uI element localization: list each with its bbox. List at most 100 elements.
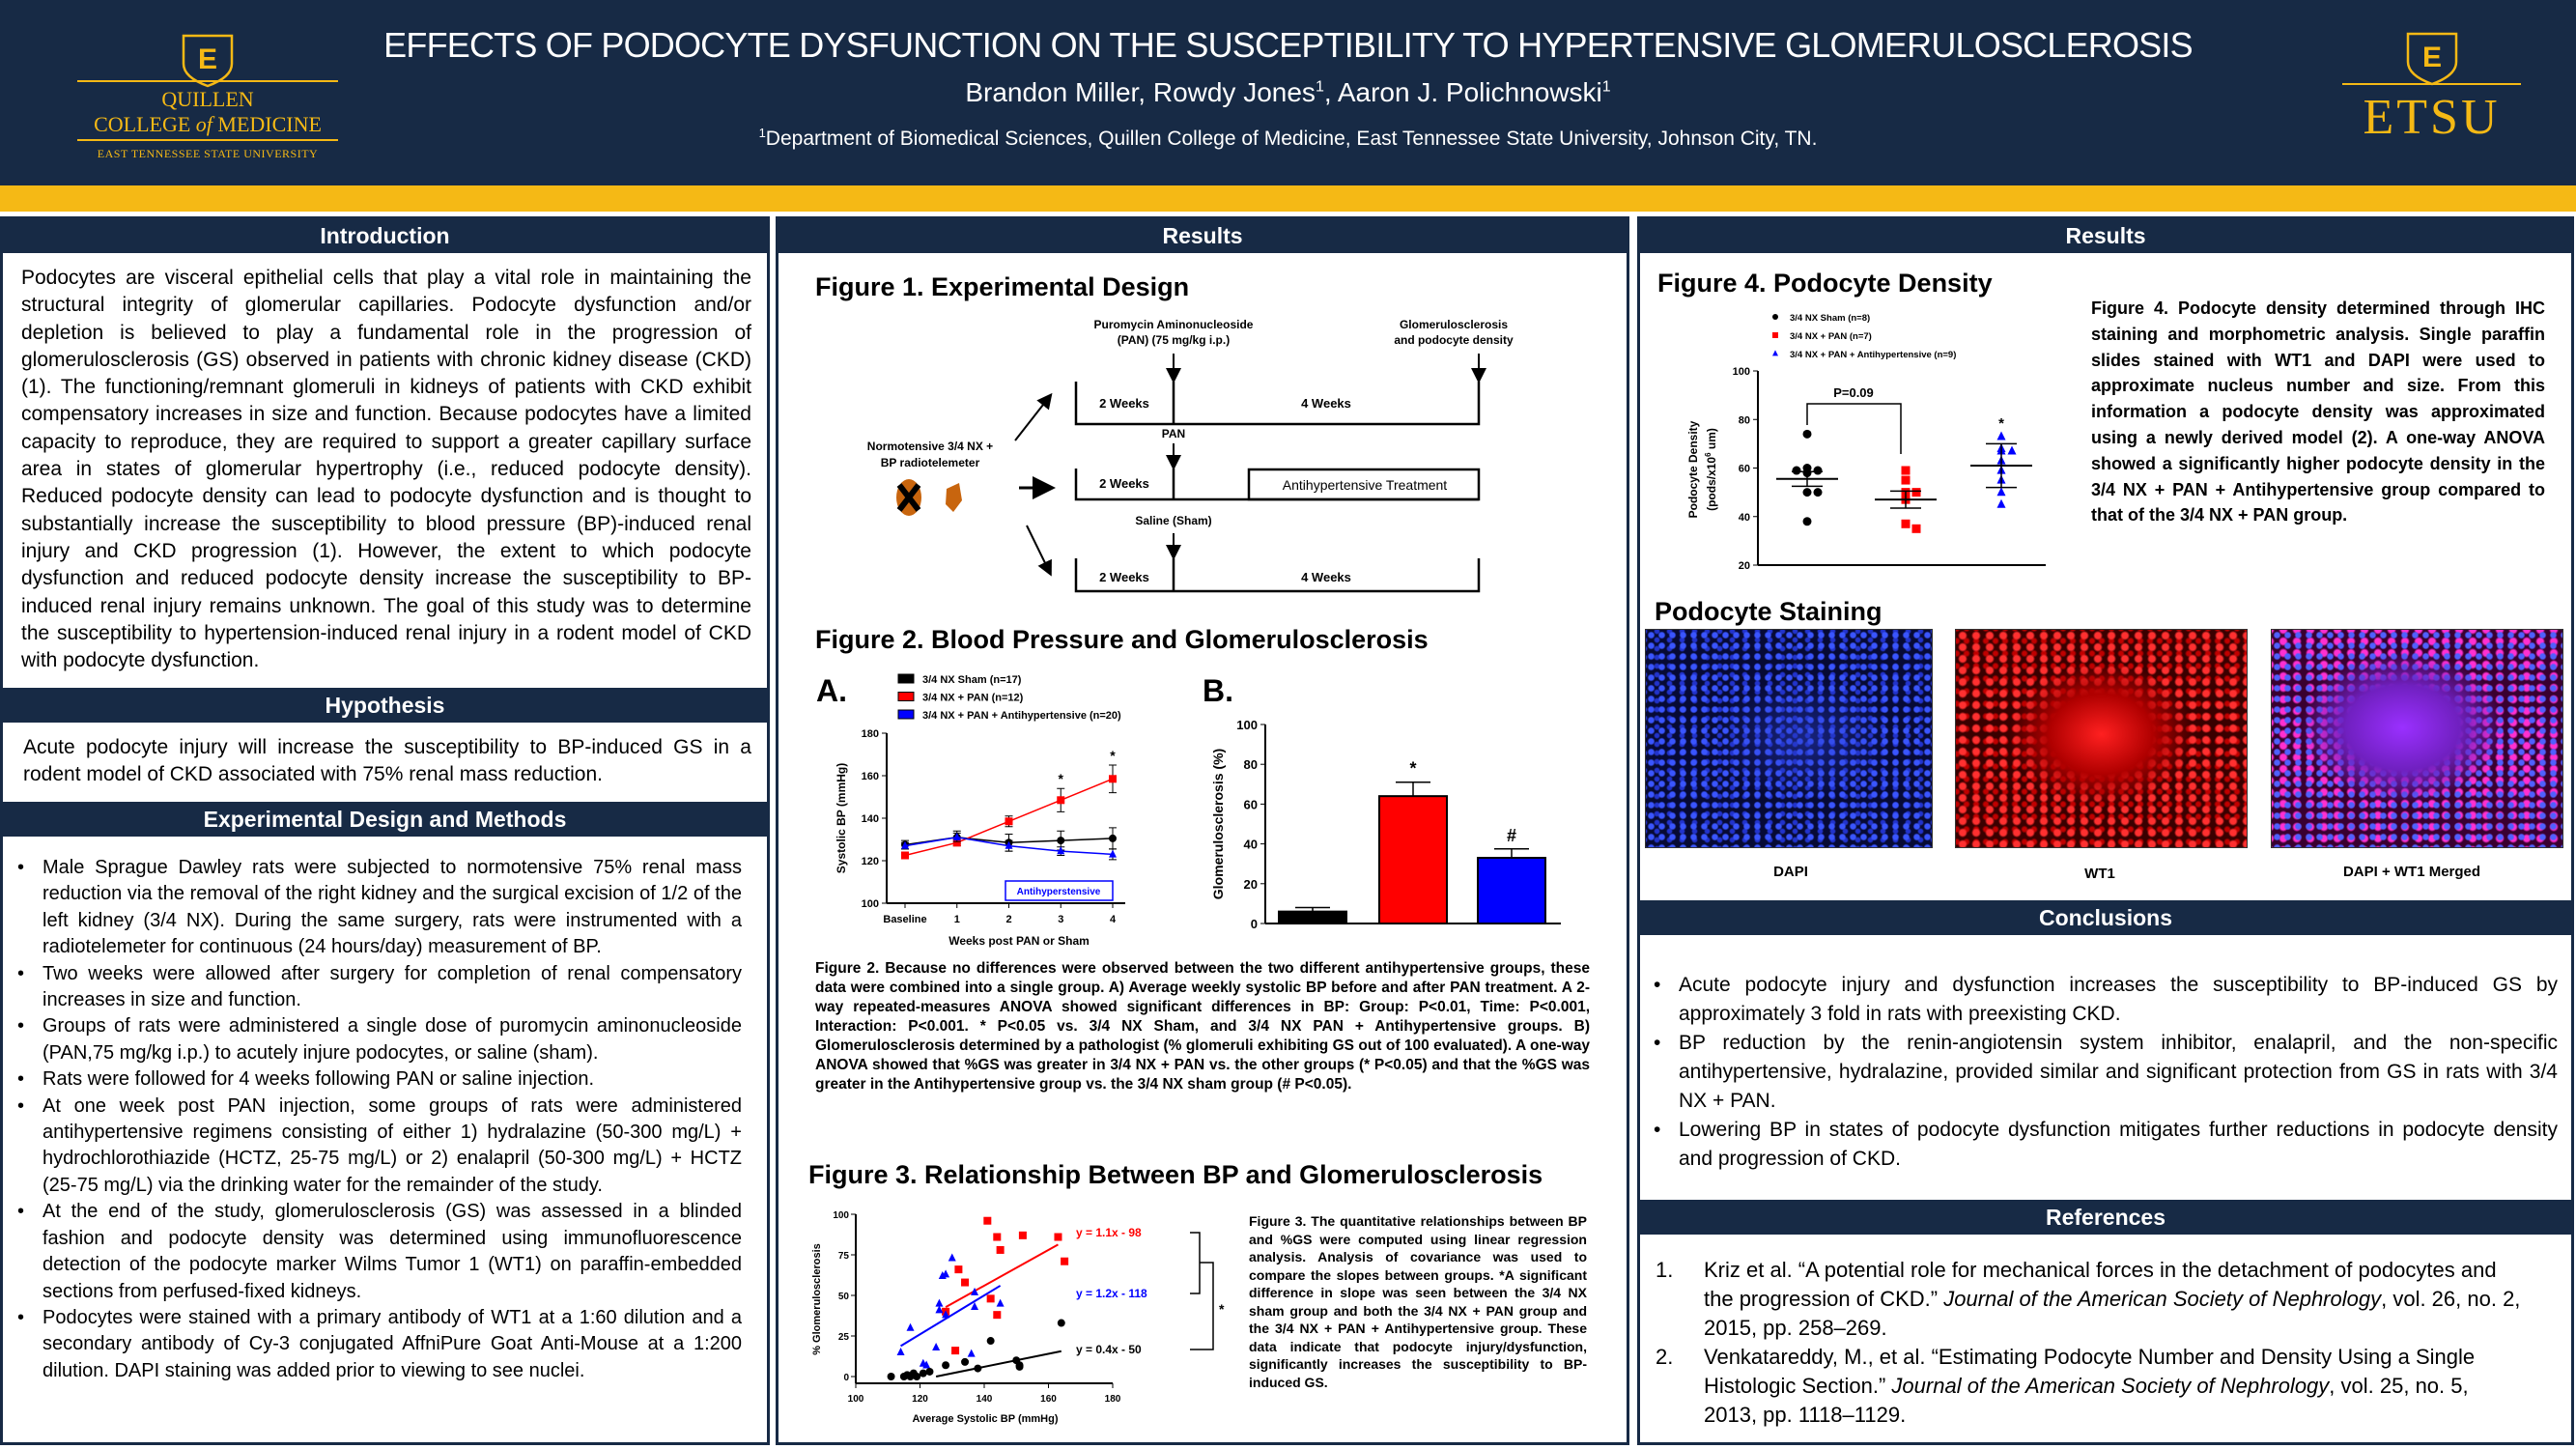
y-axis-label: Glomerulosclerosis (%): [1210, 749, 1226, 899]
data-point: [922, 1360, 931, 1369]
treatment-label: Antihypertensive Treatment: [1283, 477, 1448, 493]
timeline1-2weeks: 2 Weeks: [1099, 396, 1149, 411]
data-point: [942, 1310, 950, 1319]
y-tick-label: 160: [862, 771, 879, 782]
x-tick-label: 2: [1005, 914, 1011, 925]
antihypertensive-period-box: [1005, 880, 1114, 901]
y-tick-label: 75: [838, 1251, 850, 1262]
x-tick-label: 100: [848, 1394, 864, 1405]
legend-marker: [1772, 350, 1778, 356]
reference-journal: Journal of the American Society of Nephr…: [1943, 1287, 2382, 1311]
data-point: [967, 1349, 976, 1357]
data-point: [901, 840, 909, 849]
logo-line2: COLLEGE of MEDICINE: [77, 112, 338, 137]
etsu-wordmark: ETSU: [2363, 90, 2501, 145]
data-point: [993, 1311, 1002, 1320]
reference-text: Venkatareddy, M., et al. “Estimating Pod…: [1704, 1345, 2476, 1398]
y-axis-label: Systolic BP (mmHg): [835, 763, 848, 873]
data-point: [1802, 517, 1812, 526]
panel-b-label: B.: [1203, 673, 1233, 708]
figure4-caption: Figure 4. Podocyte density determined th…: [2091, 298, 2545, 526]
data-point: [1109, 775, 1117, 783]
author-sup: 1: [1315, 78, 1324, 96]
error-bar: [1792, 470, 1823, 488]
podocyte-staining-title: Podocyte Staining: [1655, 597, 1882, 626]
data-point: [896, 1348, 905, 1355]
data-point: [1996, 487, 2006, 497]
y-axis-label: Podocyte Density: [1686, 420, 1700, 518]
data-point: [986, 1337, 995, 1346]
legend-swatch: [897, 692, 915, 701]
hypothesis-text: Acute podocyte injury will increase the …: [23, 736, 751, 786]
data-point: [1813, 488, 1823, 497]
arrow-up-right-icon: [1014, 392, 1053, 441]
x-tick-label: 1: [954, 914, 960, 925]
data-point: [887, 1373, 895, 1380]
data-point: [971, 1287, 979, 1295]
timeline3: [1074, 558, 1481, 593]
y-tick-label: 60: [1244, 797, 1258, 811]
y-axis-label-part: 6: [1704, 452, 1713, 457]
error-bar: [1396, 781, 1430, 797]
data-point: [1109, 849, 1117, 858]
logo-line2-c: MEDICINE: [212, 112, 322, 136]
figure2-caption: Figure 2. Because no differences were ob…: [815, 960, 1590, 1093]
y-axis-label-units: (pods/x106 um): [1704, 428, 1718, 511]
data-point: [1911, 524, 1921, 533]
logo-rule: [77, 80, 338, 82]
y-tick-label: 40: [1739, 512, 1750, 524]
data-point: [1005, 817, 1013, 826]
y-tick-label: 140: [862, 813, 879, 825]
wt1-stain-image: [1955, 629, 2248, 848]
data-point: [1996, 431, 2006, 440]
data-point: [1061, 1257, 1069, 1265]
bar-1: [1278, 910, 1347, 925]
section-header-methods: Experimental Design and Methods: [3, 802, 767, 837]
y-tick-label: 60: [1739, 464, 1750, 475]
p-value-label: P=0.09: [1833, 385, 1874, 400]
data-point: [954, 1265, 963, 1274]
figure4-title: Figure 4. Podocyte Density: [1657, 269, 1993, 298]
timeline1-4weeks: 4 Weeks: [1301, 396, 1351, 411]
regression-equation: y = 1.2x - 118: [1076, 1287, 1147, 1300]
data-point: [919, 1369, 927, 1378]
reference-number: 2.: [1656, 1345, 1674, 1369]
data-point: [952, 833, 961, 840]
svg-text:E: E: [2422, 42, 2442, 73]
data-point: [925, 1367, 934, 1376]
x-axis-label: Average Systolic BP (mmHg): [913, 1413, 1059, 1425]
legend-swatch: [897, 709, 915, 720]
section-header-conclusions: Conclusions: [1640, 900, 2571, 935]
y-tick-label: 25: [838, 1332, 850, 1343]
data-point: [2007, 445, 2017, 455]
significance-star: *: [1059, 771, 1064, 786]
section-header-results: Results: [1640, 218, 2571, 253]
significance-bracket: [1190, 1232, 1214, 1350]
methods-item: Male Sprague Dawley rats were subjected …: [14, 855, 742, 961]
y-axis-label-part: um): [1705, 428, 1718, 452]
data-point: [1792, 466, 1801, 475]
reference-item: 1. Kriz et al. “A potential role for mec…: [1656, 1256, 2525, 1343]
panel-a-label: A.: [816, 673, 847, 708]
data-point: [1802, 488, 1812, 497]
data-point: [1996, 498, 2006, 508]
x-tick-label: 140: [977, 1394, 993, 1405]
figure1-title: Figure 1. Experimental Design: [815, 272, 1190, 301]
methods-item: Two weeks were allowed after surgery for…: [14, 961, 742, 1014]
y-tick-label: 20: [1244, 877, 1258, 892]
regression-line: [935, 1350, 1062, 1378]
y-tick-label: 0: [843, 1373, 849, 1383]
legend-label: 3/4 NX + PAN + Antihypertensive (n=20): [922, 710, 1121, 722]
poster-authors: Brandon Miller, Rowdy Jones1, Aaron J. P…: [0, 77, 2576, 108]
data-point: [1005, 840, 1013, 849]
reference-text: Kriz et al. “A potential role for mechan…: [1704, 1258, 2497, 1311]
merged-stain-image: [2271, 629, 2563, 848]
x-tick-label: 3: [1058, 914, 1063, 925]
reference-details: , vol. 26, no. 2, 2015, pp. 258–269.: [1704, 1287, 2521, 1340]
significance-label: #: [1507, 826, 1516, 845]
methods-list: Male Sprague Dawley rats were subjected …: [14, 855, 742, 1384]
timeline1: [1074, 382, 1481, 426]
data-point: [1901, 475, 1911, 485]
kidney-icon: [896, 479, 962, 516]
figure2b-bar-chart: 0 20 40 60 80 100 Glomerulosclerosis (%) * #: [1210, 718, 1561, 931]
